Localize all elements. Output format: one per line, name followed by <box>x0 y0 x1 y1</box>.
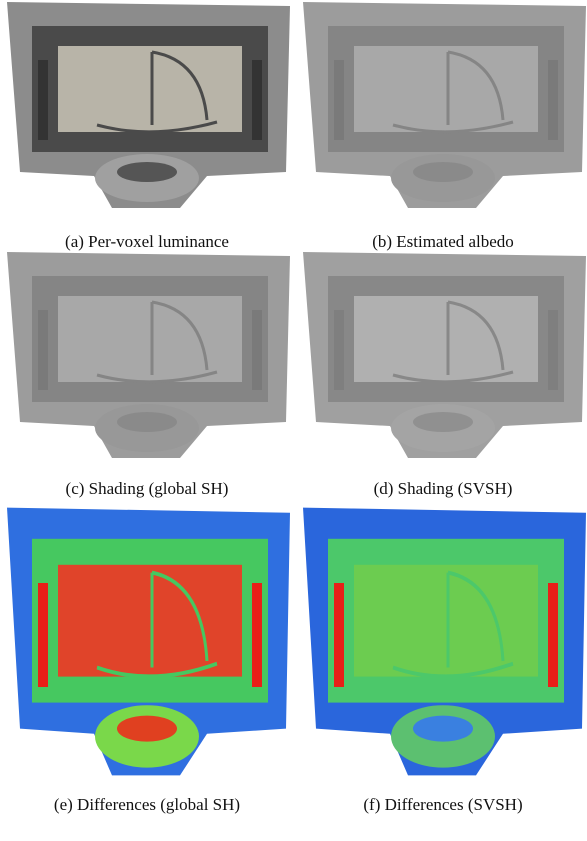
side-bar <box>252 310 262 390</box>
sail <box>96 570 218 679</box>
side-bar <box>334 310 344 390</box>
side-bar <box>252 583 262 687</box>
caption: (b) Estimated albedo <box>372 232 514 251</box>
basin-inner <box>117 162 177 182</box>
panel-inner <box>354 46 538 132</box>
side-bar <box>548 310 558 390</box>
caption: (c) Shading (global SH) <box>66 479 229 498</box>
caption: (f) Differences (SVSH) <box>363 795 522 814</box>
side-bar <box>548 60 558 140</box>
panel-inner <box>58 296 242 382</box>
panel-inner <box>354 296 538 382</box>
panel-inner <box>58 46 242 132</box>
sail <box>392 570 514 679</box>
side-bar <box>548 583 558 687</box>
side-bar <box>38 310 48 390</box>
panel-image <box>303 2 586 208</box>
basin-inner <box>413 412 473 432</box>
basin-inner <box>413 715 473 742</box>
sail <box>96 50 218 134</box>
panel-image <box>7 507 290 776</box>
panel-image <box>7 252 290 458</box>
panel-inner <box>58 564 242 677</box>
side-bar <box>334 60 344 140</box>
basin-inner <box>413 162 473 182</box>
basin-inner <box>117 715 177 742</box>
basin-inner <box>117 412 177 432</box>
side-bar <box>38 60 48 140</box>
side-bar <box>38 583 48 687</box>
side-bar <box>252 60 262 140</box>
sail <box>392 300 514 384</box>
caption: (e) Differences (global SH) <box>54 795 240 814</box>
sail <box>392 50 514 134</box>
sail <box>96 300 218 384</box>
caption: (a) Per-voxel luminance <box>65 232 229 251</box>
caption: (d) Shading (SVSH) <box>374 479 513 498</box>
side-bar <box>334 583 344 687</box>
panel-inner <box>354 564 538 677</box>
panel-image <box>303 252 586 458</box>
panel-image <box>7 2 290 208</box>
panel-image <box>303 507 586 776</box>
